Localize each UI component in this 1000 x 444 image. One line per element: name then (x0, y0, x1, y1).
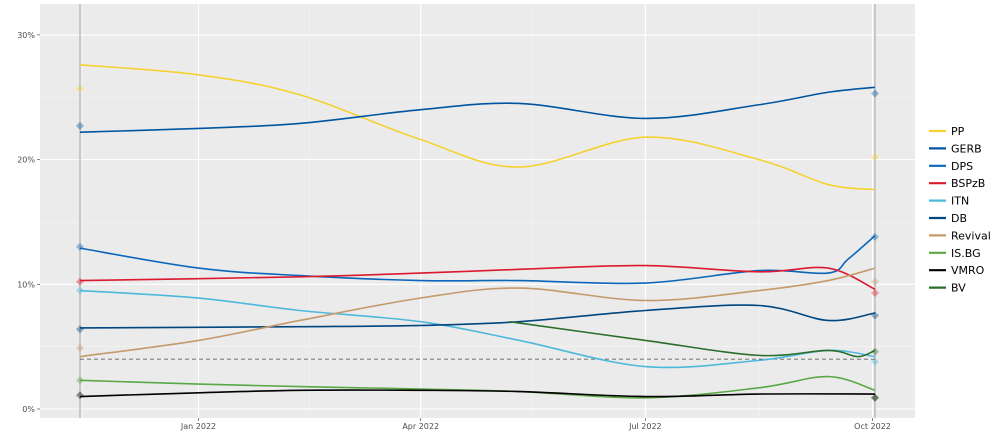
trend-line-itn (79, 289, 876, 369)
trend-line-gerb (79, 86, 876, 133)
trend-line-revival (79, 267, 876, 358)
result-marker-vmro (76, 391, 84, 400)
y-tick-label: 20% (17, 156, 35, 165)
y-tick-label: 0% (22, 405, 35, 414)
y-tick-label: 10% (17, 280, 35, 289)
result-marker-bv (871, 347, 879, 356)
legend-label: ITN (951, 195, 969, 208)
trend-line-db (79, 304, 876, 329)
x-tick-label: Jul 2022 (628, 422, 662, 431)
legend-label: DB (951, 212, 967, 225)
result-marker-pp (76, 84, 84, 93)
result-marker-itn (871, 357, 879, 366)
result-marker-pp (871, 153, 879, 162)
x-tick-label: Oct 2022 (854, 422, 891, 431)
x-tick-label: Jan 2022 (180, 422, 216, 431)
legend-label: IS.BG (951, 247, 981, 260)
trend-line-dps (79, 235, 876, 285)
result-marker-revival (871, 277, 879, 286)
result-marker-is.bg (871, 393, 879, 402)
legend-label: DPS (951, 160, 973, 173)
result-marker-gerb (871, 89, 879, 98)
result-marker-revival (76, 343, 84, 352)
legend-label: Revival (951, 229, 991, 242)
plot-panel (40, 4, 915, 418)
legend-label: PP (951, 125, 965, 138)
result-marker-gerb (76, 121, 84, 130)
legend-label: BV (951, 282, 966, 295)
result-marker-dps (871, 232, 879, 241)
result-marker-bspzb (871, 289, 879, 298)
trend-line-bspzb (79, 264, 876, 291)
result-marker-vmro (871, 393, 879, 402)
legend-label: BSPzB (951, 177, 985, 190)
legend-label: GERB (951, 142, 982, 155)
x-tick-label: Apr 2022 (402, 422, 439, 431)
trend-line-pp (79, 64, 876, 191)
trend-line-bv (509, 320, 876, 358)
y-tick-label: 30% (17, 31, 35, 40)
legend-label: VMRO (951, 264, 985, 277)
trend-line-vmro (79, 389, 876, 398)
